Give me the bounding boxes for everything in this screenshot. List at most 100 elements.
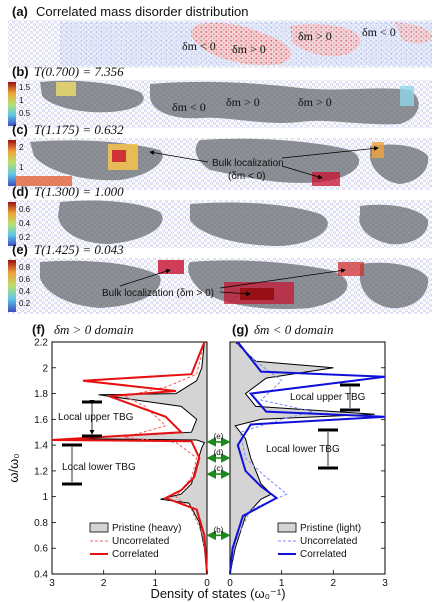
colorbar-tick: 1 <box>19 163 24 172</box>
y-tick-label: 0.8 <box>34 518 48 529</box>
panel-a-title: Correlated mass disorder distribution <box>36 4 248 19</box>
lines-f-series <box>51 341 208 575</box>
x-tick-label: 3 <box>382 578 388 589</box>
y-axis-label: ω/ω₀ <box>6 453 21 482</box>
y-tick-label: 0.4 <box>34 570 48 581</box>
panel-b-title: T(0.700) = 7.356 <box>34 64 124 79</box>
panel-e-domain <box>40 260 161 308</box>
panel-a-red-domain <box>290 24 360 57</box>
panel-d-domain <box>190 202 328 246</box>
y-ticks: 2.2 2 1.8 1.6 1.4 1.2 1 0.8 0.6 0.4 <box>34 338 385 581</box>
band-label: Local upper TBG <box>290 392 366 403</box>
panel-e-hotspot <box>158 260 184 274</box>
panel-g-band-lower: Local lower TBG <box>266 428 340 470</box>
colorbar-tick: 2 <box>19 143 24 152</box>
panel-e: 0.8 0.6 0.4 0.2 (e) T(1.425) = 0.043 Bul… <box>8 242 432 314</box>
band-label: Local lower TBG <box>266 444 340 455</box>
x-tick-label: 1 <box>153 578 159 589</box>
panel-e-title: T(1.425) = 0.043 <box>34 242 124 257</box>
panel-b-domain-label: δm > 0 <box>298 95 332 109</box>
y-tick-label: 2.2 <box>34 338 48 349</box>
panel-c-domain <box>370 144 429 184</box>
y-tick-label: 1.8 <box>34 389 48 400</box>
colorbar-tick: 0.2 <box>19 299 31 308</box>
y-tick-label: 0.6 <box>34 544 48 555</box>
panel-a-red-domain <box>190 22 291 66</box>
y-tick-label: 1.2 <box>34 466 48 477</box>
panel-f-title: δm > 0 domain <box>54 322 133 337</box>
colorbar-tick: 1 <box>19 96 24 105</box>
colorbar-tick: 0.6 <box>19 205 31 214</box>
panel-b-domain-label: δm < 0 <box>172 100 206 114</box>
panel-f-legend: Pristine (heavy) Uncorrelated Correlated <box>89 522 181 560</box>
annotation-arrow <box>281 146 379 159</box>
uncorrelated-g-curve <box>229 341 313 575</box>
correlated-f-curve <box>51 341 208 575</box>
panel-c-hotspot <box>12 176 72 186</box>
panel-a-domain-label: δm < 0 <box>182 39 216 53</box>
panel-e-letter: (e) <box>12 242 28 257</box>
panel-g-band-upper: Local upper TBG <box>290 383 366 412</box>
frequency-marker-label: (b) <box>214 525 224 534</box>
x-tick-label: 3 <box>49 578 55 589</box>
x-axis-label: Density of states (ω₀⁻¹) <box>150 586 285 601</box>
panel-d-colorbar <box>8 202 16 246</box>
panel-e-hotspot <box>240 288 274 300</box>
panel-a-domain-label: δm < 0 <box>362 25 396 39</box>
legend-label: Uncorrelated <box>300 536 357 547</box>
panel-b-hotspot <box>56 82 76 96</box>
panel-e-domain <box>359 262 429 309</box>
panel-d-domain <box>359 204 429 245</box>
annotation-arrow <box>119 268 171 287</box>
x-tick-label: 2 <box>331 578 337 589</box>
panel-c-hotspot <box>312 172 340 186</box>
x-tick-label: 2 <box>101 578 107 589</box>
lines-g-series <box>229 341 386 575</box>
x-tick-label: 0 <box>227 578 233 589</box>
panel-c-hotspot <box>372 142 384 158</box>
colorbar-tick: 0.4 <box>19 287 31 296</box>
panel-d-title: T(1.300) = 1.000 <box>34 184 124 199</box>
annotation-arrow <box>219 291 251 297</box>
frequency-markers: (e) (d) (c) (b) <box>206 432 231 541</box>
panel-c-title: T(1.175) = 0.632 <box>34 122 124 137</box>
panel-f-letter: (f) <box>32 322 45 337</box>
panel-c-colorbar <box>8 140 16 186</box>
panel-g-legend: Pristine (light) Uncorrelated Correlated <box>277 522 361 560</box>
panel-b-hotspot <box>400 86 414 106</box>
panel-c: 2 1 (c) T(1.175) = 0.632 Bulk localizati… <box>8 122 432 190</box>
panel-e-annotation: Bulk localization (δm > 0) <box>102 288 214 299</box>
panel-c-letter: (c) <box>12 122 28 137</box>
legend-label: Pristine (light) <box>300 523 361 534</box>
y-tick-label: 1.6 <box>34 415 48 426</box>
panel-b-domain <box>150 81 419 125</box>
panel-c-domain <box>195 138 360 183</box>
panel-b-letter: (b) <box>12 64 29 79</box>
x-tick-label: 0 <box>204 578 210 589</box>
panel-b: 1.5 1 0.5 (b) T(0.700) = 7.356 δm < 0 δm… <box>8 64 432 128</box>
panel-f-band-lower: Local lower TBG <box>62 443 136 486</box>
panel-a-letter: (a) <box>12 4 28 19</box>
colorbar-tick: 0.2 <box>19 233 31 242</box>
panel-c-hotspot <box>112 150 126 162</box>
y-tick-label: 1.4 <box>34 441 48 452</box>
panel-e-colorbar <box>8 260 16 312</box>
panel-g-letter: (g) <box>232 322 249 337</box>
dos-panels: (f) δm > 0 domain (g) δm < 0 domain 2.22… <box>6 322 388 601</box>
band-label: Local upper TBG <box>58 412 134 423</box>
colorbar-tick: 1.5 <box>19 83 31 92</box>
colorbar-tick: 0.5 <box>19 109 31 118</box>
panel-a-domain-label: δm > 0 <box>232 42 266 56</box>
panel-c-annotation: Bulk localization <box>212 158 284 169</box>
legend-label: Pristine (heavy) <box>112 523 181 534</box>
frequency-marker-label: (e) <box>214 432 224 441</box>
panel-f-band-upper: Local upper TBG <box>58 400 134 438</box>
annotation-arrow <box>281 165 323 180</box>
x-ticks: 3 2 1 0 0 1 2 3 <box>49 570 388 589</box>
panel-b-colorbar <box>8 82 16 126</box>
panel-a: (a) Correlated mass disorder distributio… <box>8 4 432 68</box>
legend-label: Correlated <box>112 549 159 560</box>
panel-d-letter: (d) <box>12 184 29 199</box>
colorbar-tick: 0.4 <box>19 219 31 228</box>
